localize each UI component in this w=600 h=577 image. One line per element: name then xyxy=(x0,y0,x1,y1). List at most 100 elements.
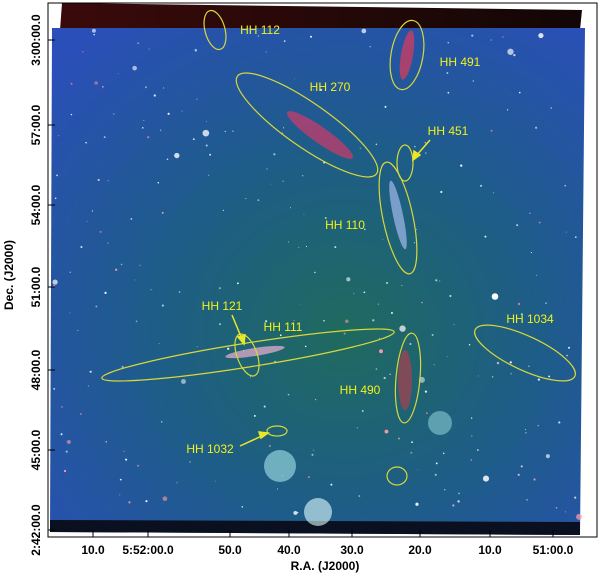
star xyxy=(205,144,208,147)
star xyxy=(257,35,260,37)
star xyxy=(538,221,541,224)
star xyxy=(537,378,541,381)
star xyxy=(56,174,58,177)
star xyxy=(264,320,268,323)
star xyxy=(208,174,210,176)
x-tick-label: 40.0 xyxy=(277,543,301,557)
star xyxy=(458,492,460,495)
star xyxy=(525,428,527,430)
star xyxy=(263,405,266,408)
star xyxy=(442,452,445,455)
star xyxy=(537,424,540,427)
star xyxy=(383,376,386,380)
star xyxy=(484,235,487,238)
star xyxy=(510,373,512,375)
star xyxy=(343,332,346,335)
star xyxy=(91,210,94,212)
y-tick-label: 51:00.0 xyxy=(29,266,43,307)
star xyxy=(202,129,210,137)
star xyxy=(313,449,315,451)
x-tick-label: 5:52:00.0 xyxy=(122,543,174,557)
star xyxy=(375,368,378,370)
star xyxy=(137,42,139,44)
arrowhead xyxy=(236,333,246,346)
star xyxy=(431,334,434,336)
star xyxy=(356,427,358,429)
star xyxy=(158,342,160,345)
star xyxy=(399,325,406,332)
star xyxy=(139,264,141,267)
star xyxy=(128,501,131,504)
star xyxy=(293,510,298,515)
star xyxy=(150,288,153,291)
star xyxy=(575,236,577,238)
star xyxy=(302,175,304,177)
star xyxy=(446,72,449,74)
star xyxy=(304,345,307,348)
star xyxy=(536,274,538,276)
object-label: HH 1032 xyxy=(186,442,234,456)
ellipse xyxy=(101,328,395,382)
star xyxy=(384,429,389,434)
star xyxy=(363,291,366,294)
star xyxy=(119,478,122,481)
star xyxy=(137,464,140,467)
star xyxy=(414,145,416,148)
star xyxy=(53,387,56,390)
star xyxy=(361,410,364,412)
star xyxy=(496,361,500,365)
star xyxy=(89,370,92,373)
star xyxy=(125,458,128,461)
star xyxy=(93,33,95,36)
object-label: HH 110 xyxy=(325,218,365,232)
star xyxy=(433,364,435,366)
star xyxy=(565,511,566,513)
star xyxy=(105,440,108,443)
star xyxy=(345,319,349,323)
star xyxy=(277,488,279,490)
star xyxy=(447,91,450,94)
star xyxy=(478,375,480,377)
star xyxy=(513,53,516,57)
star xyxy=(79,412,82,415)
star xyxy=(121,365,124,369)
star xyxy=(401,285,403,287)
star xyxy=(545,302,547,304)
ellipse xyxy=(203,9,227,51)
object-label: HH 451 xyxy=(428,124,469,138)
star xyxy=(70,113,73,116)
star xyxy=(529,212,531,215)
star xyxy=(209,153,212,156)
star xyxy=(253,415,256,417)
star xyxy=(58,135,60,137)
star xyxy=(482,475,490,482)
star xyxy=(69,271,71,273)
star xyxy=(294,78,296,80)
star xyxy=(502,36,504,38)
star xyxy=(334,246,337,249)
star xyxy=(377,303,379,305)
star xyxy=(314,271,316,274)
star xyxy=(565,231,567,233)
star xyxy=(460,164,463,167)
star xyxy=(382,238,384,240)
star xyxy=(227,347,230,350)
star xyxy=(147,136,150,139)
x-axis-label: R.A. (J2000) xyxy=(291,559,360,573)
star xyxy=(426,412,428,414)
arrowhead xyxy=(257,431,271,440)
star xyxy=(273,153,276,156)
object-label: HH 270 xyxy=(310,80,351,94)
y-tick-label: 57:00.0 xyxy=(29,104,43,145)
star xyxy=(104,291,107,294)
star xyxy=(166,158,169,161)
star xyxy=(369,46,371,48)
sky-image xyxy=(50,3,585,535)
star xyxy=(564,185,566,187)
star xyxy=(506,109,509,111)
x-tick-label: 51:00.0 xyxy=(533,543,574,557)
star xyxy=(194,49,197,52)
star xyxy=(319,88,323,92)
star xyxy=(243,350,245,352)
x-tick-label: 30.0 xyxy=(340,543,364,557)
